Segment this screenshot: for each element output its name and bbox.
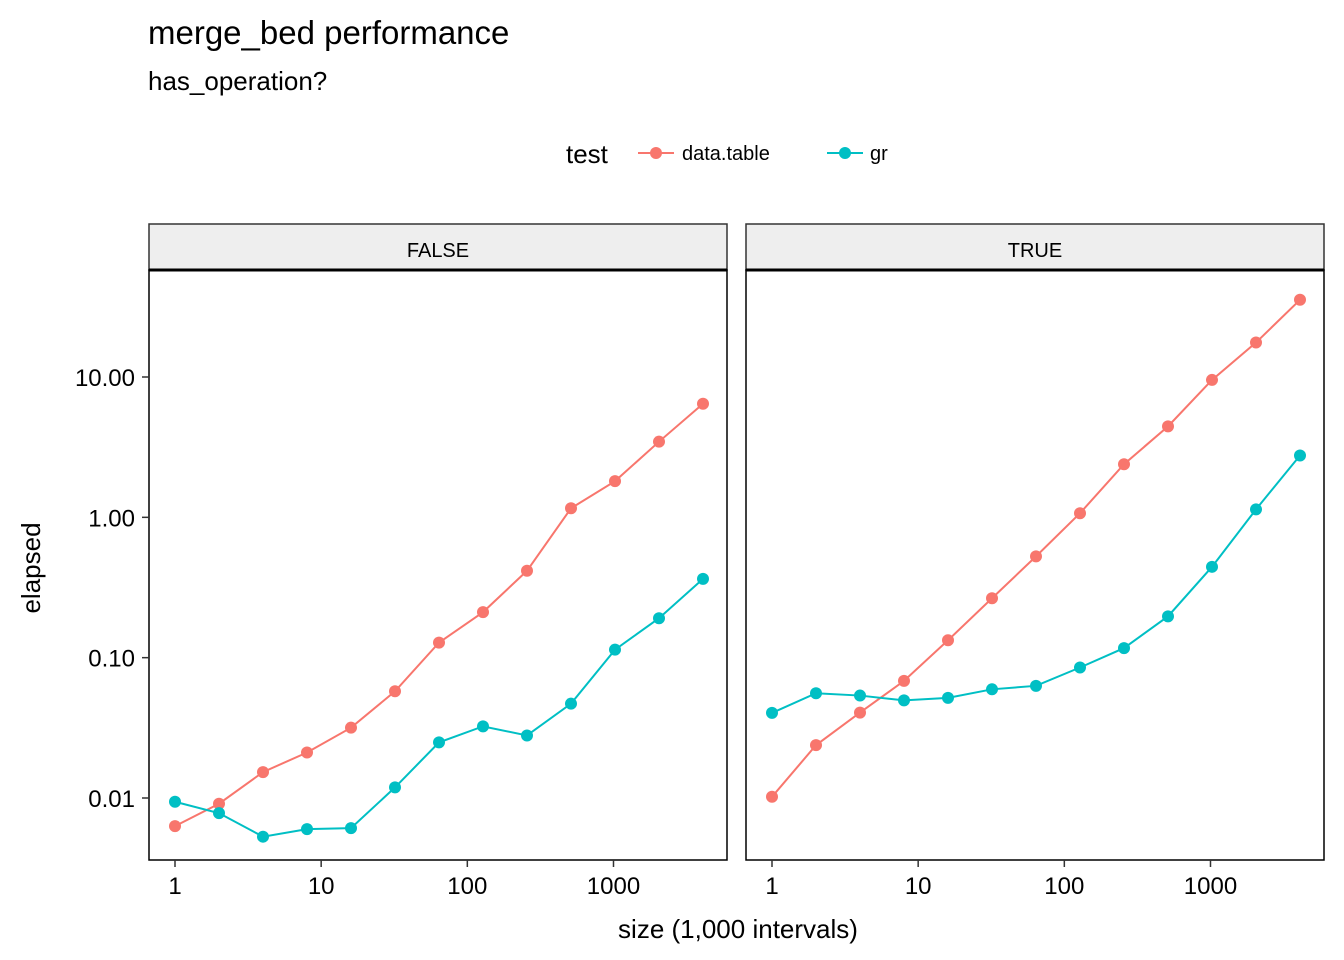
x-tick-label: 10 <box>905 873 932 900</box>
legend-label: gr <box>870 143 888 165</box>
legend-label: data.table <box>682 143 770 165</box>
data-point-gr <box>697 572 709 585</box>
data-point-gr <box>766 706 778 719</box>
data-point-gr <box>653 612 665 625</box>
data-point-gr <box>609 643 621 656</box>
data-point-gr <box>1118 642 1130 655</box>
data-point-data-table <box>389 685 401 698</box>
panels: FALSE 1 10 100 1000 0.01 0.10 1.00 10.00 TRUE 1 10 1… <box>75 223 1325 900</box>
y-tick-label: 0.01 <box>88 786 135 813</box>
data-point-data-table <box>345 721 357 734</box>
y-tick-label: 10.00 <box>75 365 135 392</box>
data-point-gr <box>942 691 954 704</box>
data-point-data-table <box>1294 293 1306 306</box>
data-point-data-table <box>257 766 269 779</box>
data-point-gr <box>389 781 401 794</box>
data-point-gr <box>1162 610 1174 623</box>
data-point-data-table <box>854 706 866 719</box>
facet-strip-label: TRUE <box>1008 240 1062 262</box>
panel-border <box>148 269 728 861</box>
y-tick-label: 1.00 <box>88 505 135 532</box>
data-point-data-table <box>942 634 954 647</box>
legend-title: test <box>566 139 609 169</box>
data-point-gr <box>213 807 225 820</box>
panel-border <box>745 269 1325 861</box>
data-point-gr <box>986 683 998 696</box>
data-point-data-table <box>169 820 181 833</box>
data-point-data-table <box>213 797 225 810</box>
data-point-gr <box>1294 449 1306 462</box>
data-point-data-table <box>810 739 822 752</box>
data-point-gr <box>433 736 445 749</box>
legend-key-point <box>839 147 851 159</box>
data-point-data-table <box>697 397 709 410</box>
data-point-data-table <box>433 636 445 649</box>
x-tick-label: 1 <box>168 873 181 900</box>
data-point-gr <box>854 689 866 702</box>
data-point-data-table <box>1206 373 1218 386</box>
x-tick-label: 1000 <box>587 873 640 900</box>
panel-true: TRUE 1 10 100 1000 <box>745 223 1325 900</box>
data-point-gr <box>810 687 822 700</box>
data-point-gr <box>898 694 910 707</box>
data-point-gr <box>521 729 533 742</box>
x-tick-label: 1000 <box>1184 873 1237 900</box>
data-point-gr <box>169 795 181 808</box>
legend-key-point <box>650 147 662 159</box>
data-point-data-table <box>477 606 489 619</box>
data-point-data-table <box>609 475 621 488</box>
data-point-gr <box>1030 679 1042 692</box>
y-axis-title: elapsed <box>16 522 46 613</box>
data-point-data-table <box>898 674 910 687</box>
series-line-gr <box>174 578 704 838</box>
data-point-data-table <box>1162 420 1174 433</box>
data-point-gr <box>345 822 357 835</box>
data-point-data-table <box>986 592 998 605</box>
x-tick-label: 10 <box>308 873 335 900</box>
facet-strip <box>745 223 1325 271</box>
data-point-gr <box>565 697 577 710</box>
data-point-data-table <box>521 564 533 577</box>
series-line-data-table <box>771 299 1301 798</box>
data-point-gr <box>1206 560 1218 573</box>
x-tick-label: 100 <box>447 873 487 900</box>
data-point-data-table <box>1074 507 1086 520</box>
series-line-data-table <box>174 402 704 828</box>
x-tick-label: 1 <box>765 873 778 900</box>
legend: test data.table gr <box>566 139 888 169</box>
series-line-gr <box>771 454 1301 714</box>
chart-title: merge_bed performance <box>148 14 510 51</box>
y-tick-label: 0.10 <box>88 646 135 673</box>
data-point-data-table <box>565 502 577 515</box>
panel-false: FALSE 1 10 100 1000 0.01 0.10 1.00 10.00 <box>75 223 728 900</box>
data-point-data-table <box>766 790 778 803</box>
x-axis-title: size (1,000 intervals) <box>618 914 858 944</box>
data-point-data-table <box>301 746 313 759</box>
data-point-gr <box>301 823 313 836</box>
data-point-gr <box>477 720 489 733</box>
facet-strip-label: FALSE <box>407 240 469 262</box>
data-point-data-table <box>1250 336 1262 349</box>
data-point-data-table <box>653 435 665 448</box>
data-point-gr <box>1250 503 1262 516</box>
chart-subtitle: has_operation? <box>148 66 328 96</box>
data-point-data-table <box>1030 550 1042 563</box>
x-tick-label: 100 <box>1044 873 1084 900</box>
data-point-gr <box>257 830 269 843</box>
data-point-data-table <box>1118 458 1130 471</box>
data-point-gr <box>1074 661 1086 674</box>
facet-strip <box>148 223 728 271</box>
